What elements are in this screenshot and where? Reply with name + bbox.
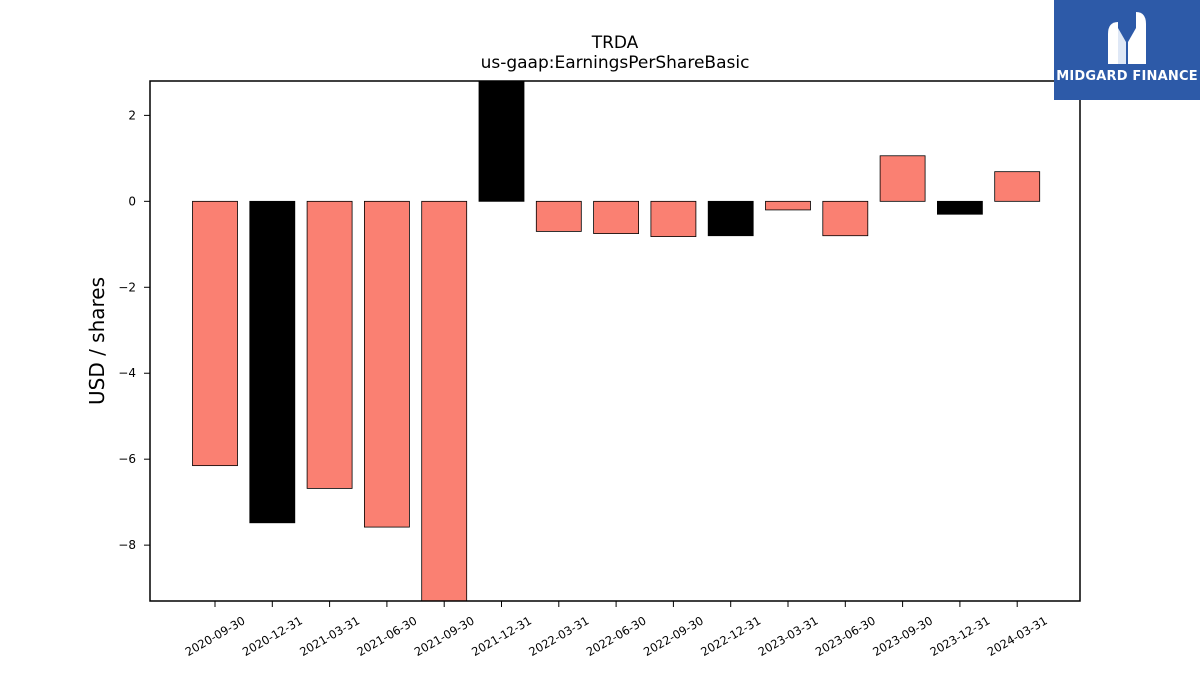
bar-2020-12-31 [249, 200, 296, 524]
plot-frame [149, 80, 1081, 602]
x-tick-label: 2023-12-31 [928, 613, 993, 659]
x-tick-label: 2021-06-30 [355, 613, 420, 659]
bar-2023-03-31 [765, 200, 811, 211]
bar-2023-12-31 [937, 200, 983, 215]
x-tick-label: 2022-09-30 [641, 613, 706, 659]
bar-2022-09-30 [650, 200, 697, 237]
bar-2023-06-30 [822, 200, 869, 237]
logo-mark-icon [1108, 12, 1146, 64]
x-tick-label: 2023-03-31 [756, 613, 821, 659]
y-tick-label: −4 [118, 366, 136, 380]
x-tick-label: 2021-12-31 [469, 613, 534, 659]
bars-group [192, 80, 1041, 602]
x-tick-label: 2024-03-31 [985, 613, 1050, 659]
x-tick-label: 2022-12-31 [698, 613, 763, 659]
y-tick-label: 2 [128, 108, 136, 122]
bar-2021-12-31 [478, 80, 525, 202]
chart-title: TRDA [591, 33, 639, 53]
x-tick-label: 2020-09-30 [183, 613, 248, 659]
bar-2021-09-30 [421, 200, 468, 602]
y-tick-label: −2 [118, 280, 136, 294]
x-tick-label: 2021-03-31 [297, 613, 362, 659]
x-tick-label: 2022-06-30 [584, 613, 649, 659]
bar-2023-09-30 [879, 155, 926, 202]
bar-2021-06-30 [363, 200, 410, 528]
x-tick-label: 2023-06-30 [813, 613, 878, 659]
y-tick-label: 0 [128, 194, 136, 208]
chart-subtitle: us-gaap:EarningsPerShareBasic [481, 53, 750, 73]
bar-2021-03-31 [306, 200, 353, 489]
bar-2022-06-30 [593, 200, 639, 234]
bar-2022-03-31 [535, 200, 582, 232]
x-tick-label: 2020-12-31 [240, 613, 305, 659]
bar-2020-09-30 [192, 200, 238, 467]
y-tick-label: −6 [118, 452, 136, 466]
bar-2024-03-31 [994, 171, 1041, 202]
y-axis-label: USD / shares [85, 277, 109, 405]
logo-text: MIDGARD FINANCE [1056, 69, 1198, 84]
brand-logo: MIDGARD FINANCE [1054, 0, 1200, 100]
bar-2022-12-31 [707, 200, 754, 237]
x-tick-label: 2022-03-31 [526, 613, 591, 659]
x-tick-label: 2023-09-30 [870, 613, 935, 659]
y-tick-label: −8 [118, 538, 136, 552]
x-tick-label: 2021-09-30 [412, 613, 477, 659]
